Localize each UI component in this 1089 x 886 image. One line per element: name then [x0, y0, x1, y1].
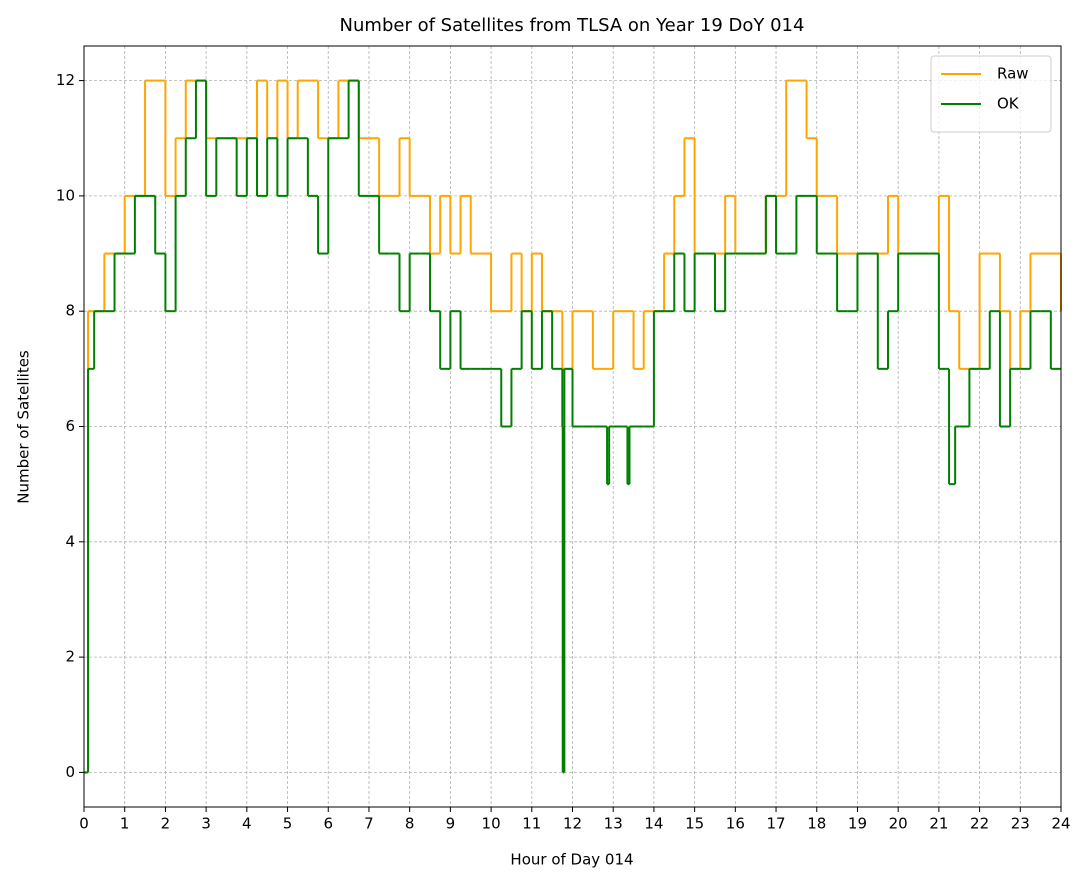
x-tick-label: 15	[685, 815, 704, 833]
x-tick-label: 6	[323, 815, 333, 833]
x-tick-label: 3	[201, 815, 211, 833]
series	[84, 79, 1062, 774]
x-tick-label: 21	[929, 815, 948, 833]
y-tick-label: 10	[56, 186, 75, 204]
x-tick-label: 9	[446, 815, 456, 833]
x-tick-label: 18	[807, 815, 826, 833]
plot-frame	[83, 45, 1062, 808]
y-tick-label: 0	[65, 763, 75, 781]
x-tick-label: 11	[522, 815, 541, 833]
y-tick-label: 4	[65, 532, 75, 550]
y-tick-label: 8	[65, 302, 75, 320]
y-axis-label: Number of Satellites	[15, 350, 33, 504]
legend-label: Raw	[997, 65, 1029, 83]
x-tick-label: 1	[120, 815, 130, 833]
chart-title: Number of Satellites from TLSA on Year 1…	[340, 15, 805, 36]
x-tick-label: 23	[1011, 815, 1030, 833]
x-tick-label: 8	[405, 815, 415, 833]
x-tick-label: 20	[889, 815, 908, 833]
x-tick-label: 22	[970, 815, 989, 833]
x-tick-label: 17	[766, 815, 785, 833]
x-tick-label: 24	[1051, 815, 1070, 833]
x-tick-label: 0	[79, 815, 89, 833]
x-tick-label: 5	[283, 815, 293, 833]
y-tick-label: 2	[65, 648, 75, 666]
x-tick-label: 19	[848, 815, 867, 833]
x-axis-label: Hour of Day 014	[510, 851, 633, 869]
series	[84, 79, 1061, 774]
x-tick-label: 13	[604, 815, 623, 833]
x-tick-label: 16	[726, 815, 745, 833]
x-tick-label: 14	[644, 815, 663, 833]
y-tick-label: 12	[56, 71, 75, 89]
x-tick-label: 12	[563, 815, 582, 833]
legend-box	[930, 55, 1052, 133]
x-tick-label: 4	[242, 815, 252, 833]
y-tick-label: 6	[65, 417, 75, 435]
x-tick-label: 7	[364, 815, 374, 833]
x-tick-label: 2	[161, 815, 171, 833]
legend-label: OK	[997, 95, 1020, 113]
x-tick-label: 10	[482, 815, 501, 833]
